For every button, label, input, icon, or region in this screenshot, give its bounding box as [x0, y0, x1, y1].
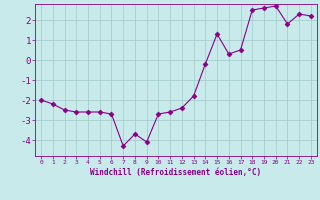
X-axis label: Windchill (Refroidissement éolien,°C): Windchill (Refroidissement éolien,°C): [91, 168, 261, 177]
